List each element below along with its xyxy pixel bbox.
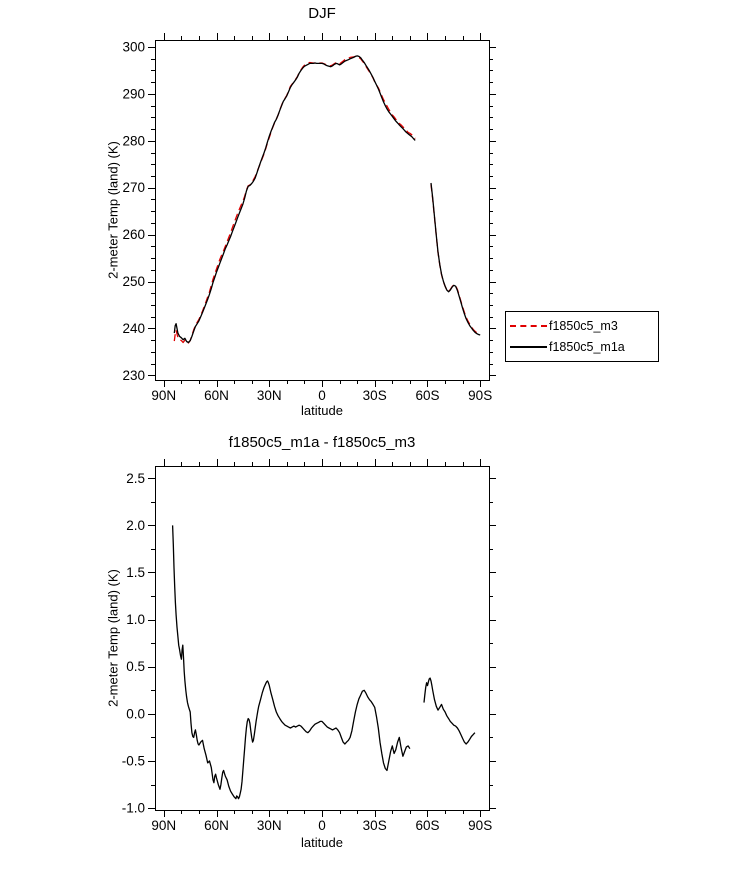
x-tick-label: 90N — [151, 388, 176, 403]
y-tick-label: 250 — [122, 274, 145, 289]
axis-ticks — [148, 459, 496, 817]
x-tick-label: 90N — [151, 818, 176, 833]
y-tick-label: 1.0 — [126, 612, 145, 627]
x-tick-label: 0 — [318, 388, 326, 403]
legend: f1850c5_m3 f1850c5_m1a — [505, 311, 659, 362]
legend-entry-m3: f1850c5_m3 — [510, 319, 658, 333]
legend-solid-line-sample — [510, 346, 547, 348]
y-tick-label: 1.5 — [126, 565, 145, 580]
x-tick-label: 60N — [204, 818, 229, 833]
legend-label-m3: f1850c5_m3 — [549, 319, 618, 333]
y-tick-label: 230 — [122, 368, 145, 383]
y-tick-label: -0.5 — [122, 754, 145, 769]
top-x-axis-label: latitude — [301, 403, 343, 418]
y-tick-label: 240 — [122, 321, 145, 336]
y-tick-label: 280 — [122, 133, 145, 148]
plot-frame — [155, 40, 490, 381]
legend-label-m1a: f1850c5_m1a — [549, 340, 625, 354]
top-y-axis-label: 2-meter Temp (land) (K) — [105, 141, 121, 279]
y-tick-label: 2.5 — [126, 471, 145, 486]
y-tick-label: -1.0 — [122, 801, 145, 816]
y-tick-label: 290 — [122, 86, 145, 101]
legend-entry-m1a: f1850c5_m1a — [510, 340, 658, 354]
y-tick-label: 270 — [122, 180, 145, 195]
x-tick-label: 90S — [468, 388, 492, 403]
x-tick-label: 30N — [257, 388, 282, 403]
x-tick-label: 30S — [363, 818, 387, 833]
series-line-m1a — [173, 55, 481, 344]
y-tick-label: 2.0 — [126, 518, 145, 533]
x-tick-label: 30S — [363, 388, 387, 403]
chart-top: 90N 60N 30N 0 30S 60S 90S 230 240 250 260 270 280 290… — [122, 33, 496, 403]
top-chart-title: DJF — [308, 5, 336, 22]
x-tick-label: 90S — [468, 818, 492, 833]
axis-ticks — [148, 33, 496, 387]
series-line-diff — [171, 525, 476, 800]
y-tick-label: 300 — [122, 40, 145, 55]
legend-dashed-line-sample — [510, 325, 547, 327]
x-tick-label: 60S — [415, 388, 439, 403]
y-tick-label: 260 — [122, 227, 145, 242]
y-tick-label: 0.0 — [126, 706, 145, 721]
y-tick-label: 0.5 — [126, 659, 145, 674]
plot-frame — [155, 466, 490, 811]
series-line-m3 — [173, 55, 481, 344]
x-tick-label: 0 — [318, 818, 326, 833]
bottom-y-axis-label: 2-meter Temp (land) (K) — [105, 569, 121, 707]
bottom-x-axis-label: latitude — [301, 835, 343, 850]
x-tick-label: 30N — [257, 818, 282, 833]
x-tick-label: 60S — [415, 818, 439, 833]
x-tick-label: 60N — [204, 388, 229, 403]
bottom-chart-title: f1850c5_m1a - f1850c5_m3 — [228, 434, 416, 451]
chart-bottom: 90N 60N 30N 0 30S 60S 90S -1.0 -0.5 0.0 0.5 1.0 1.5 2… — [122, 459, 496, 833]
